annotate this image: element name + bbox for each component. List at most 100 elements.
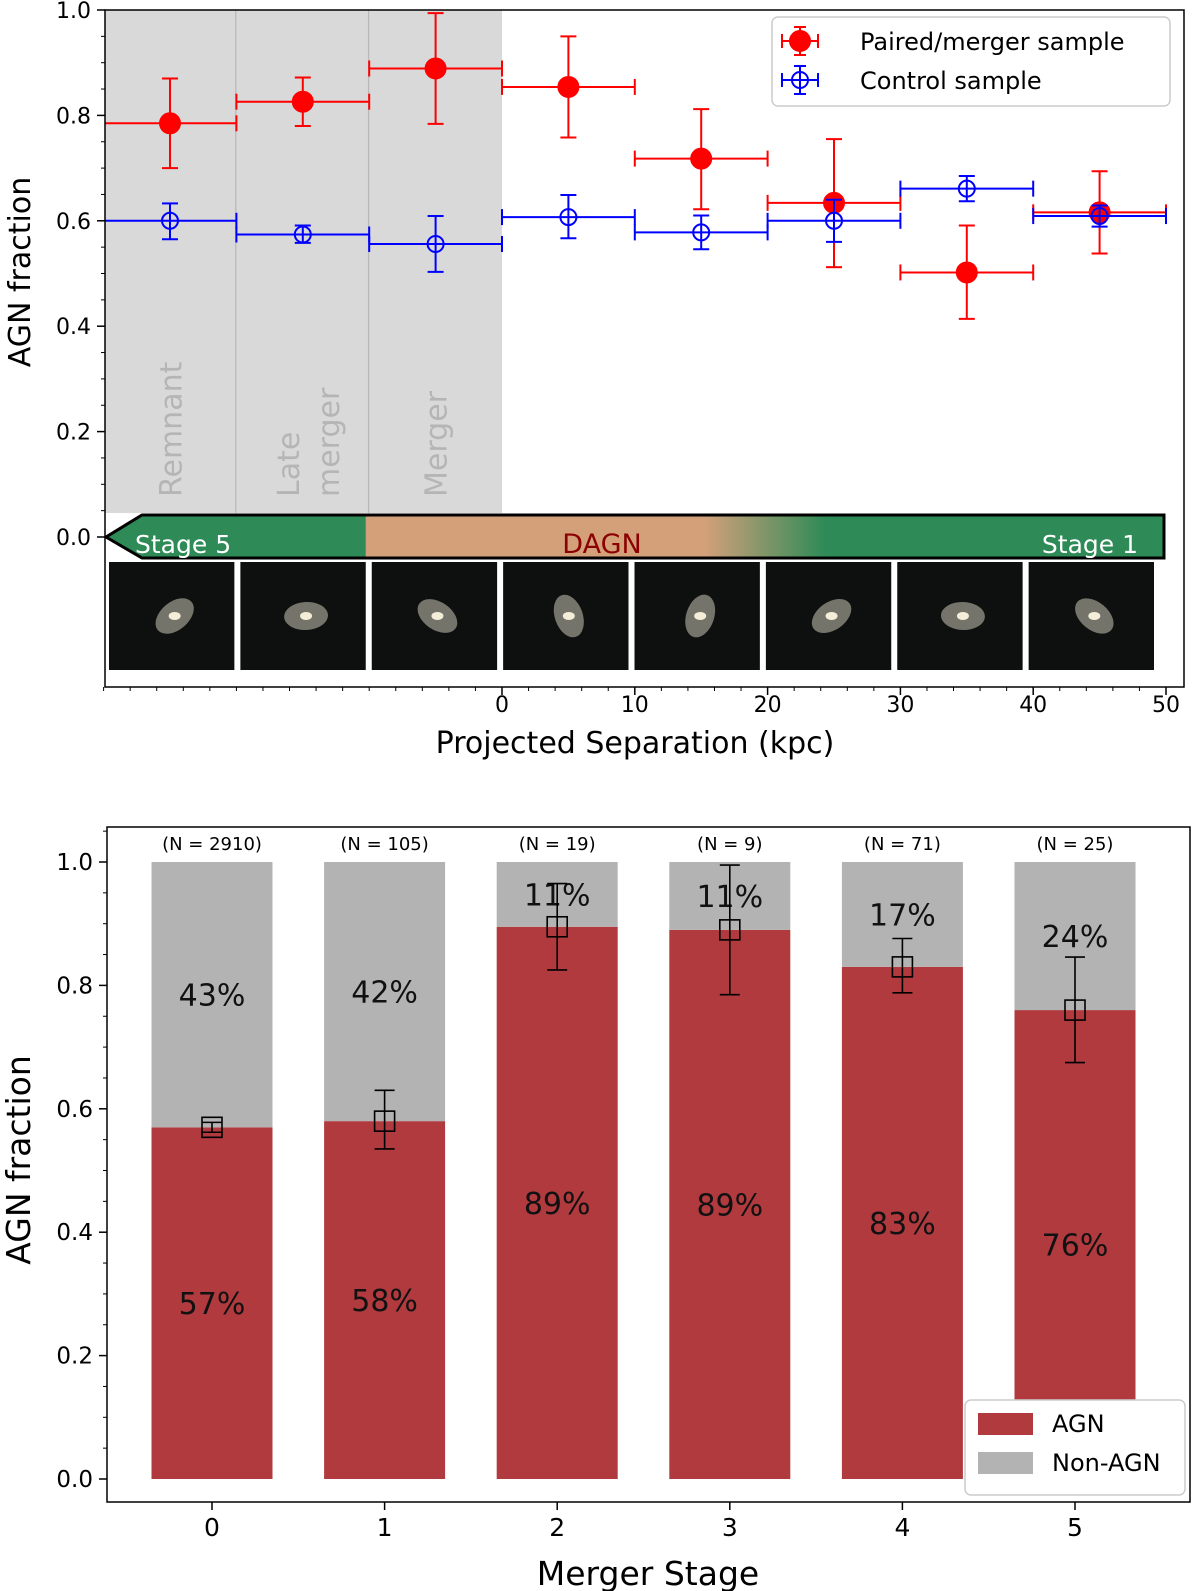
non-agn-percent-label: 43% [179,979,246,1014]
merger-stage-axes: 0.0 0.2 0.4 0.6 0.8 1.0 0 1 2 3 4 5 [56,830,1083,1542]
agn-fraction-series [105,12,1167,320]
control-data-point [1090,207,1109,226]
agn-percent-label: 89% [524,1187,591,1222]
stacked-bars: 57%43%58%42%89%11%89%11%83%17%76%24% [151,862,1136,1479]
agn-percent-label: 57% [179,1287,246,1322]
paired-data-point [690,147,713,170]
error-marker-square [373,1110,396,1132]
y-tick-label: 0.0 [56,526,91,551]
agn-bar [669,929,791,1479]
agn-fraction-error-markers [201,864,1086,1150]
error-marker-square [1064,999,1086,1021]
agn-percent-label: 89% [696,1188,763,1223]
y-tick-label: 0.4 [56,1220,93,1246]
merger-stage-y-axis-label: AGN fraction [0,1055,38,1265]
agn-bar [151,1127,273,1479]
galaxy-thumbnail-core [562,612,575,620]
error-marker-square [201,1116,223,1139]
sample-count: (N = 25) [1037,834,1114,855]
separation-legend: Paired/merger sample Control sample [771,16,1171,107]
y-tick-label: 0.8 [56,104,91,129]
x-tick-label: 40 [1019,693,1047,718]
galaxy-thumbnail-core [168,612,181,620]
control-data-point [426,234,445,253]
x-tick-label: 1 [377,1513,393,1542]
dagn-label: DAGN [562,529,641,560]
error-marker-square [718,919,741,941]
error-marker-square [891,956,914,978]
x-tick-label: 0 [495,693,509,718]
region-label-word: Remnant [155,361,190,497]
region-label-2: Merger [420,390,455,497]
region-label-word: merger [312,387,347,497]
galaxy-thumbnail-strip [109,562,1154,670]
legend-marker [789,30,811,52]
y-tick-label: 0.6 [56,1097,93,1123]
merger-stage-panel: 57%43%58%42%89%11%89%11%83%17%76%24% (N … [0,826,1191,1591]
control-data-point [825,211,843,230]
legend-label-control: Control sample [860,67,1042,95]
region-label-1: Late merger [272,387,347,497]
legend-label-paired: Paired/merger sample [860,28,1125,56]
legend-swatch-non-agn [978,1452,1033,1474]
non-agn-percent-label: 17% [869,898,936,933]
x-tick-label: 20 [754,693,782,718]
merger-stage-plot-frame [106,826,1191,1503]
error-marker-square [546,915,569,938]
paired-data-point [424,57,447,80]
non-agn-bar [151,862,273,1128]
paired-data-point [955,261,978,284]
paired-data-point [557,75,580,98]
merger-stage-legend: AGN Non-AGN [964,1399,1186,1496]
agn-percent-label: 76% [1042,1229,1109,1264]
galaxy-thumbnail-core [694,612,707,620]
separation-panel: Remnant Late merger Merger Stage 5 DAGN Sta… [3,0,1185,761]
separation-y-axis-label: AGN fraction [3,177,38,367]
sample-count: (N = 105) [340,834,428,855]
legend-swatch-agn [978,1413,1033,1435]
galaxy-thumbnail-core [300,612,313,620]
agn-percent-label: 58% [351,1284,418,1319]
legend-box [771,16,1171,107]
agn-bar [841,966,963,1479]
stage-arrow-shape [103,513,1166,560]
merger-stage-x-axis-label: Merger Stage [537,1554,759,1591]
agn-bar [324,1121,446,1479]
agn-percent-label: 83% [869,1207,936,1242]
region-label-word: Merger [420,390,455,497]
region-label-0: Remnant [155,361,190,497]
stage-1-label: Stage 1 [1042,530,1138,559]
x-tick-label: 0 [204,1513,220,1542]
region-label-word: Late [272,432,307,497]
y-tick-label: 0.4 [56,315,91,340]
sample-count: (N = 19) [519,834,596,855]
x-tick-label: 50 [1152,693,1180,718]
agn-bar [496,926,618,1479]
stage-arrow: Stage 5 DAGN Stage 1 [103,513,1166,560]
legend-label-agn: AGN [1052,1410,1105,1438]
non-agn-bar [324,862,446,1122]
galaxy-thumbnail-core [956,612,969,620]
y-tick-label: 0.2 [56,421,91,446]
galaxy-thumbnail-core [431,612,444,620]
y-tick-label: 0.2 [56,1344,93,1370]
sample-count: (N = 71) [864,834,941,855]
control-data-point [293,225,312,244]
legend-marker [791,71,809,89]
galaxy-thumbnail-core [1088,612,1101,620]
separation-axes: 0.0 0.2 0.4 0.6 0.8 1.0 0 10 20 30 40 50 [56,0,1180,718]
x-tick-label: 30 [886,693,914,718]
sample-count: (N = 9) [697,834,763,855]
y-tick-label: 1.0 [56,850,93,876]
non-agn-percent-label: 42% [351,976,418,1011]
paired-data-point [159,112,181,135]
y-tick-label: 0.8 [56,973,93,999]
paired-data-point [291,90,314,113]
separation-x-axis-label: Projected Separation (kpc) [436,726,835,761]
x-tick-label: 4 [894,1513,910,1542]
control-data-point [957,179,976,198]
stage-5-label: Stage 5 [135,530,231,559]
x-tick-label: 10 [621,693,649,718]
control-data-point [692,223,711,242]
